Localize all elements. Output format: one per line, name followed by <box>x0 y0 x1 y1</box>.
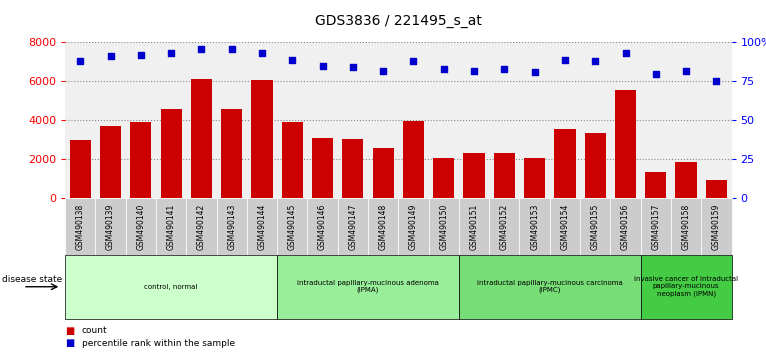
Point <box>377 68 389 73</box>
Bar <box>584 133 606 198</box>
Bar <box>191 80 212 198</box>
Bar <box>555 129 575 198</box>
Point <box>650 71 662 76</box>
Text: GSM490141: GSM490141 <box>167 204 175 250</box>
Text: intraductal papillary-mucinous adenoma
(IPMA): intraductal papillary-mucinous adenoma (… <box>297 280 439 293</box>
Point <box>316 63 329 69</box>
Bar <box>221 109 242 198</box>
Text: GSM490148: GSM490148 <box>378 204 388 250</box>
Text: GSM490144: GSM490144 <box>257 203 267 250</box>
Point <box>225 46 237 52</box>
Text: GSM490139: GSM490139 <box>106 203 115 250</box>
Point <box>104 54 116 59</box>
Bar <box>342 139 364 198</box>
Bar <box>372 148 394 198</box>
Text: GDS3836 / 221495_s_at: GDS3836 / 221495_s_at <box>315 14 482 28</box>
Point <box>165 51 177 56</box>
Bar <box>161 109 182 198</box>
Text: GSM490138: GSM490138 <box>76 204 85 250</box>
Point <box>498 66 510 72</box>
Bar <box>524 158 545 198</box>
Point <box>558 57 571 62</box>
Point <box>286 57 299 62</box>
Text: GSM490152: GSM490152 <box>500 204 509 250</box>
Text: count: count <box>82 326 107 336</box>
Point <box>437 66 450 72</box>
Point <box>680 68 692 73</box>
Bar <box>312 138 333 198</box>
Bar <box>251 80 273 198</box>
Point <box>589 58 601 64</box>
Text: disease state: disease state <box>2 275 63 284</box>
Text: GSM490159: GSM490159 <box>712 203 721 250</box>
Text: GSM490150: GSM490150 <box>439 203 448 250</box>
Text: GSM490155: GSM490155 <box>591 203 600 250</box>
Bar <box>70 140 91 198</box>
Bar <box>676 162 697 198</box>
Bar <box>433 158 454 198</box>
Point <box>468 68 480 73</box>
Text: GSM490145: GSM490145 <box>288 203 296 250</box>
Bar <box>615 90 636 198</box>
Point <box>408 58 420 64</box>
Bar <box>403 121 424 198</box>
Point <box>347 64 359 70</box>
Bar <box>705 180 727 198</box>
Text: GSM490154: GSM490154 <box>561 203 569 250</box>
Text: control, normal: control, normal <box>145 284 198 290</box>
Text: GSM490151: GSM490151 <box>470 204 479 250</box>
Text: intraductal papillary-mucinous carcinoma
(IPMC): intraductal papillary-mucinous carcinoma… <box>477 280 623 293</box>
Text: invasive cancer of intraductal
papillary-mucinous
neoplasm (IPMN): invasive cancer of intraductal papillary… <box>634 276 738 297</box>
Text: percentile rank within the sample: percentile rank within the sample <box>82 339 235 348</box>
Bar <box>100 126 121 198</box>
Text: GSM490143: GSM490143 <box>228 203 236 250</box>
Point <box>135 52 147 58</box>
Bar <box>645 172 666 198</box>
Text: GSM490147: GSM490147 <box>349 203 358 250</box>
Bar <box>494 154 515 198</box>
Point <box>529 69 541 75</box>
Text: ■: ■ <box>65 326 74 336</box>
Bar <box>130 122 152 198</box>
Text: GSM490158: GSM490158 <box>682 204 691 250</box>
Point <box>620 51 632 56</box>
Point <box>710 79 722 84</box>
Text: GSM490156: GSM490156 <box>621 203 630 250</box>
Text: GSM490153: GSM490153 <box>530 203 539 250</box>
Text: ■: ■ <box>65 338 74 348</box>
Text: GSM490146: GSM490146 <box>318 203 327 250</box>
Point <box>195 46 208 52</box>
Text: GSM490157: GSM490157 <box>651 203 660 250</box>
Point <box>74 58 87 64</box>
Bar <box>282 122 303 198</box>
Point <box>256 51 268 56</box>
Text: GSM490142: GSM490142 <box>197 204 206 250</box>
Text: GSM490149: GSM490149 <box>409 203 418 250</box>
Bar <box>463 154 485 198</box>
Text: GSM490140: GSM490140 <box>136 203 146 250</box>
